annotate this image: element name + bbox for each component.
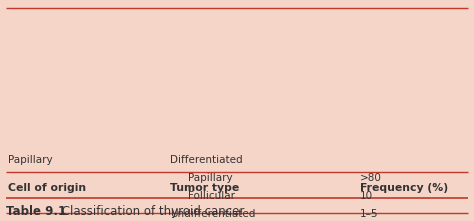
Text: Table 9.1: Table 9.1 (6, 205, 66, 218)
Text: 1–5: 1–5 (360, 209, 379, 219)
Text: Papillary: Papillary (188, 173, 233, 183)
Text: Follicular: Follicular (188, 191, 235, 201)
Text: Papillary: Papillary (8, 155, 53, 165)
Text: Undifferentiated: Undifferentiated (170, 209, 255, 219)
Text: Tumor type: Tumor type (170, 183, 239, 193)
Text: 10: 10 (360, 191, 373, 201)
Text: Cell of origin: Cell of origin (8, 183, 86, 193)
Text: Differentiated: Differentiated (170, 155, 243, 165)
Text: >80: >80 (360, 173, 382, 183)
Text: Frequency (%): Frequency (%) (360, 183, 448, 193)
Text: Classification of thyroid cancer: Classification of thyroid cancer (58, 205, 245, 218)
